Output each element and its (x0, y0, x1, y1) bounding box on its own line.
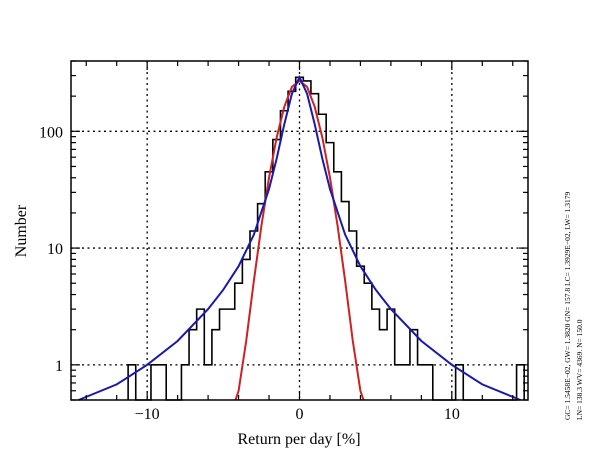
side-notes: GC= 1.5458E−02, GW= 1.3820 GN= 157.8 LC=… (563, 192, 584, 420)
histogram (127, 76, 525, 401)
x-ticks: −10 0 10 (85, 61, 514, 423)
grid (71, 61, 528, 400)
x-tick-label: 0 (296, 406, 304, 423)
lorentzian-fit-line (78, 74, 521, 401)
fit-parameters-note: GC= 1.5458E−02, GW= 1.3820 GN= 157.8 LC=… (563, 192, 572, 420)
x-tick-label: 10 (444, 406, 460, 423)
y-tick-label: 10 (47, 241, 63, 258)
fit-parameters-note: LN= 138.3 WV= 4369. N= 150.0 (575, 319, 584, 420)
series (78, 74, 521, 401)
y-tick-label: 1 (55, 358, 63, 375)
y-axis-title: Number (13, 204, 30, 257)
y-ticks: 1 10 100 (39, 60, 528, 401)
x-axis-title: Return per day [%] (237, 431, 360, 448)
x-tick-label: −10 (135, 406, 160, 423)
gaussian-fit-line (234, 79, 365, 401)
histogram-outline (127, 76, 525, 401)
y-tick-label: 100 (39, 124, 63, 141)
